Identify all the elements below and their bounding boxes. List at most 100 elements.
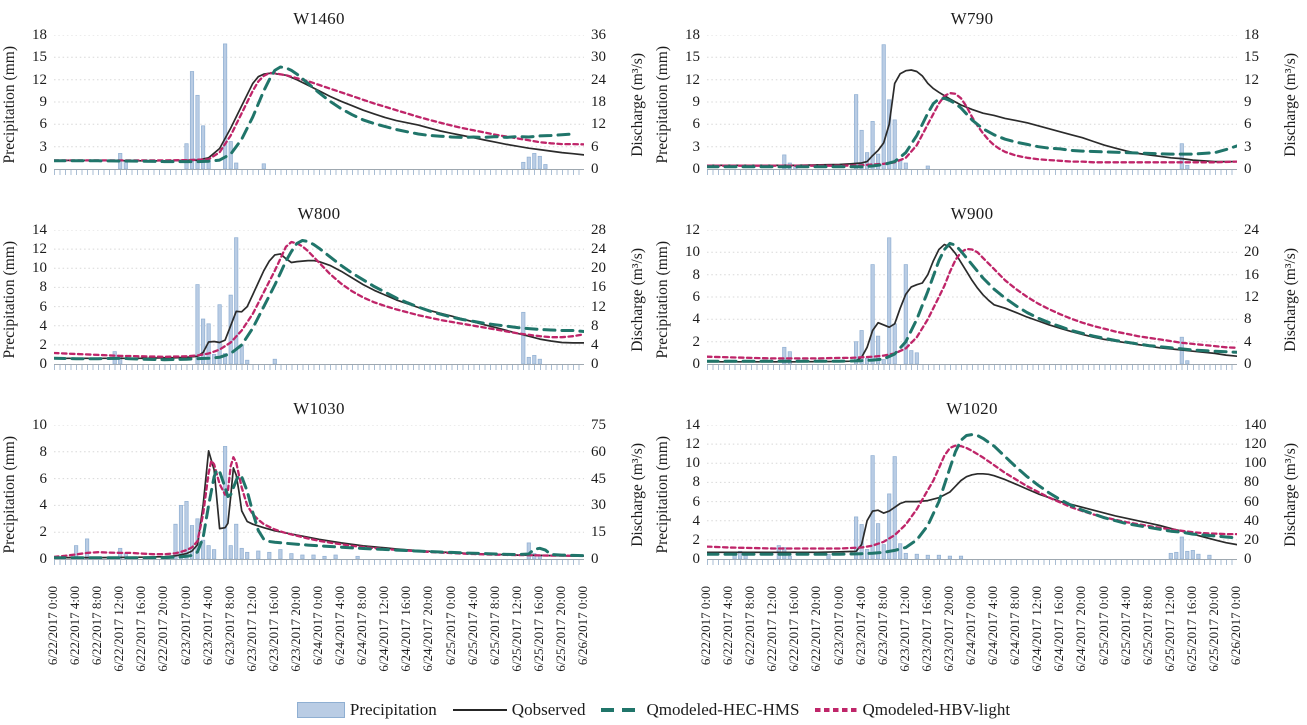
precipitation-bar	[195, 284, 200, 364]
x-axis-label: 6/24/2017 8:00	[1007, 586, 1023, 666]
precipitation-bar	[543, 164, 548, 169]
precipitation-bar	[903, 162, 908, 169]
y-tick-label-left: 10	[32, 260, 47, 277]
x-axis-line	[707, 559, 1237, 560]
plot-area	[54, 425, 584, 559]
chart-panel-w1460: W1460 Precipitation (mm) 0 3 6 9 12 15 18 0 6 12…	[0, 0, 653, 195]
y-tick-label-right: 24	[591, 241, 606, 258]
precipitation-bar	[903, 552, 908, 559]
left-axis-ticks: 0 3 6 9 12 15 18	[20, 27, 54, 177]
x-axis-label: 6/22/2017 8:00	[89, 586, 105, 666]
series-qobserved	[707, 472, 1237, 554]
series-qmodeled-hbv-light	[707, 247, 1237, 360]
x-axis-label: 6/22/2017 20:00	[808, 586, 824, 672]
right-axis-title: Discharge (m³/s)	[1281, 443, 1299, 547]
series-qmodeled-hec-hms	[54, 65, 575, 164]
x-axis-label: 6/24/2017 4:00	[985, 586, 1001, 666]
y-tick-label-left: 15	[685, 49, 700, 66]
precipitation-bar	[526, 156, 531, 169]
y-tick-label-left: 12	[32, 241, 47, 258]
precipitation-bar	[870, 264, 875, 364]
right-axis-ticks: 0 20 40 60 80 100 120 140	[1237, 417, 1277, 567]
y-tick-label-left: 10	[685, 455, 700, 472]
x-axis-label: 6/25/2017 0:00	[1095, 586, 1111, 666]
legend-label: Qmodeled-HBV-light	[862, 700, 1011, 719]
series-qmodeled-hec-hms	[54, 239, 584, 362]
precipitation-bar	[914, 352, 919, 364]
x-axis-label: 6/22/2017 8:00	[742, 586, 758, 666]
y-tick-label-left: 12	[685, 222, 700, 238]
y-tick-label-left: 12	[685, 71, 700, 88]
precipitation-bar	[532, 153, 537, 169]
x-axis-label: 6/22/2017 20:00	[155, 586, 171, 672]
y-tick-label-left: 8	[39, 443, 48, 460]
precipitation-bar	[743, 554, 748, 559]
precipitation-bar	[223, 43, 228, 169]
x-axis-label: 6/25/2017 20:00	[552, 586, 568, 672]
chart-panel-w1020: W1020 Precipitation (mm) 0 2 4 6 8 10 12 14 0 20…	[653, 390, 1306, 585]
y-tick-label-right: 0	[1244, 161, 1252, 177]
precipitation-bar	[311, 554, 316, 559]
y-tick-label-left: 2	[39, 336, 48, 353]
left-axis-title: Precipitation (mm)	[1, 46, 18, 164]
left-axis-ticks: 0 2 4 6 8 10	[20, 417, 54, 567]
panel-title: W790	[950, 9, 994, 28]
precipitation-bar	[925, 165, 930, 169]
y-tick-label-right: 28	[591, 222, 606, 238]
y-tick-label-right: 20	[591, 260, 606, 277]
precipitation-bar	[1207, 554, 1212, 559]
x-axis-label: 6/24/2017 16:00	[1051, 586, 1067, 672]
precipitation-bar	[234, 523, 239, 559]
x-axis-label: 6/23/2017 16:00	[265, 586, 281, 672]
y-tick-label-right: 16	[1244, 266, 1259, 283]
x-axis-label: 6/23/2017 16:00	[918, 586, 934, 672]
series-qmodeled-hbv-light	[54, 71, 584, 162]
precipitation-bar	[892, 119, 897, 169]
y-tick-label-left: 14	[32, 222, 47, 238]
y-tick-label-left: 9	[39, 94, 48, 110]
series-qmodeled-hbv-light	[707, 91, 1237, 167]
precipitation-bar	[925, 554, 930, 559]
y-tick-label-right: 60	[1244, 493, 1259, 510]
x-axis-label: 6/25/2017 12:00	[508, 586, 524, 672]
y-tick-label-left: 6	[39, 470, 48, 487]
y-tick-label-right: 4	[1244, 333, 1252, 350]
precipitation-bar	[782, 346, 787, 364]
y-tick-label-right: 15	[591, 524, 606, 541]
left-axis-ticks: 0 2 4 6 8 10 12 14	[20, 222, 54, 372]
precipitation-bar	[201, 125, 206, 169]
precipitation-bar	[1179, 536, 1184, 559]
plot-area	[54, 230, 584, 364]
y-tick-label-left: 2	[39, 524, 48, 541]
precipitation-bar	[782, 154, 787, 169]
left-axis-title: Precipitation (mm)	[654, 46, 671, 164]
precipitation-bar	[223, 446, 228, 559]
precipitation-bar	[322, 555, 327, 559]
precipitation-bar	[245, 551, 250, 559]
x-axis-label: 6/23/2017 20:00	[287, 586, 303, 672]
y-tick-label-right: 12	[1244, 71, 1259, 88]
y-tick-label-left: 15	[32, 49, 47, 66]
y-tick-label-left: 0	[39, 356, 48, 372]
x-axis-tick-marks	[707, 170, 1237, 175]
y-tick-label-right: 75	[591, 417, 606, 433]
y-tick-label-left: 6	[39, 298, 48, 315]
precipitation-bar	[1185, 360, 1190, 364]
x-axis-label: 6/23/2017 4:00	[852, 586, 868, 666]
y-tick-label-left: 18	[32, 27, 47, 43]
precipitation-bar	[239, 344, 244, 364]
panel-title: W1030	[293, 399, 345, 418]
precipitation-bar	[272, 358, 277, 364]
legend-item-precipitation: Precipitation	[296, 700, 437, 720]
x-axis-label: 6/22/2017 12:00	[764, 586, 780, 672]
precipitation-bar	[903, 264, 908, 364]
precipitation-bar	[189, 71, 195, 169]
y-tick-label-right: 100	[1244, 455, 1267, 472]
precipitation-bar	[206, 545, 211, 559]
chart-canvas	[54, 425, 584, 559]
precipitation-bar	[195, 94, 200, 169]
legend-item-qobserved: Qobserved	[452, 700, 585, 720]
precipitation-bar	[787, 555, 792, 559]
legend-label: Precipitation	[349, 700, 437, 719]
hbv-light-line-swatch-icon	[815, 708, 858, 712]
